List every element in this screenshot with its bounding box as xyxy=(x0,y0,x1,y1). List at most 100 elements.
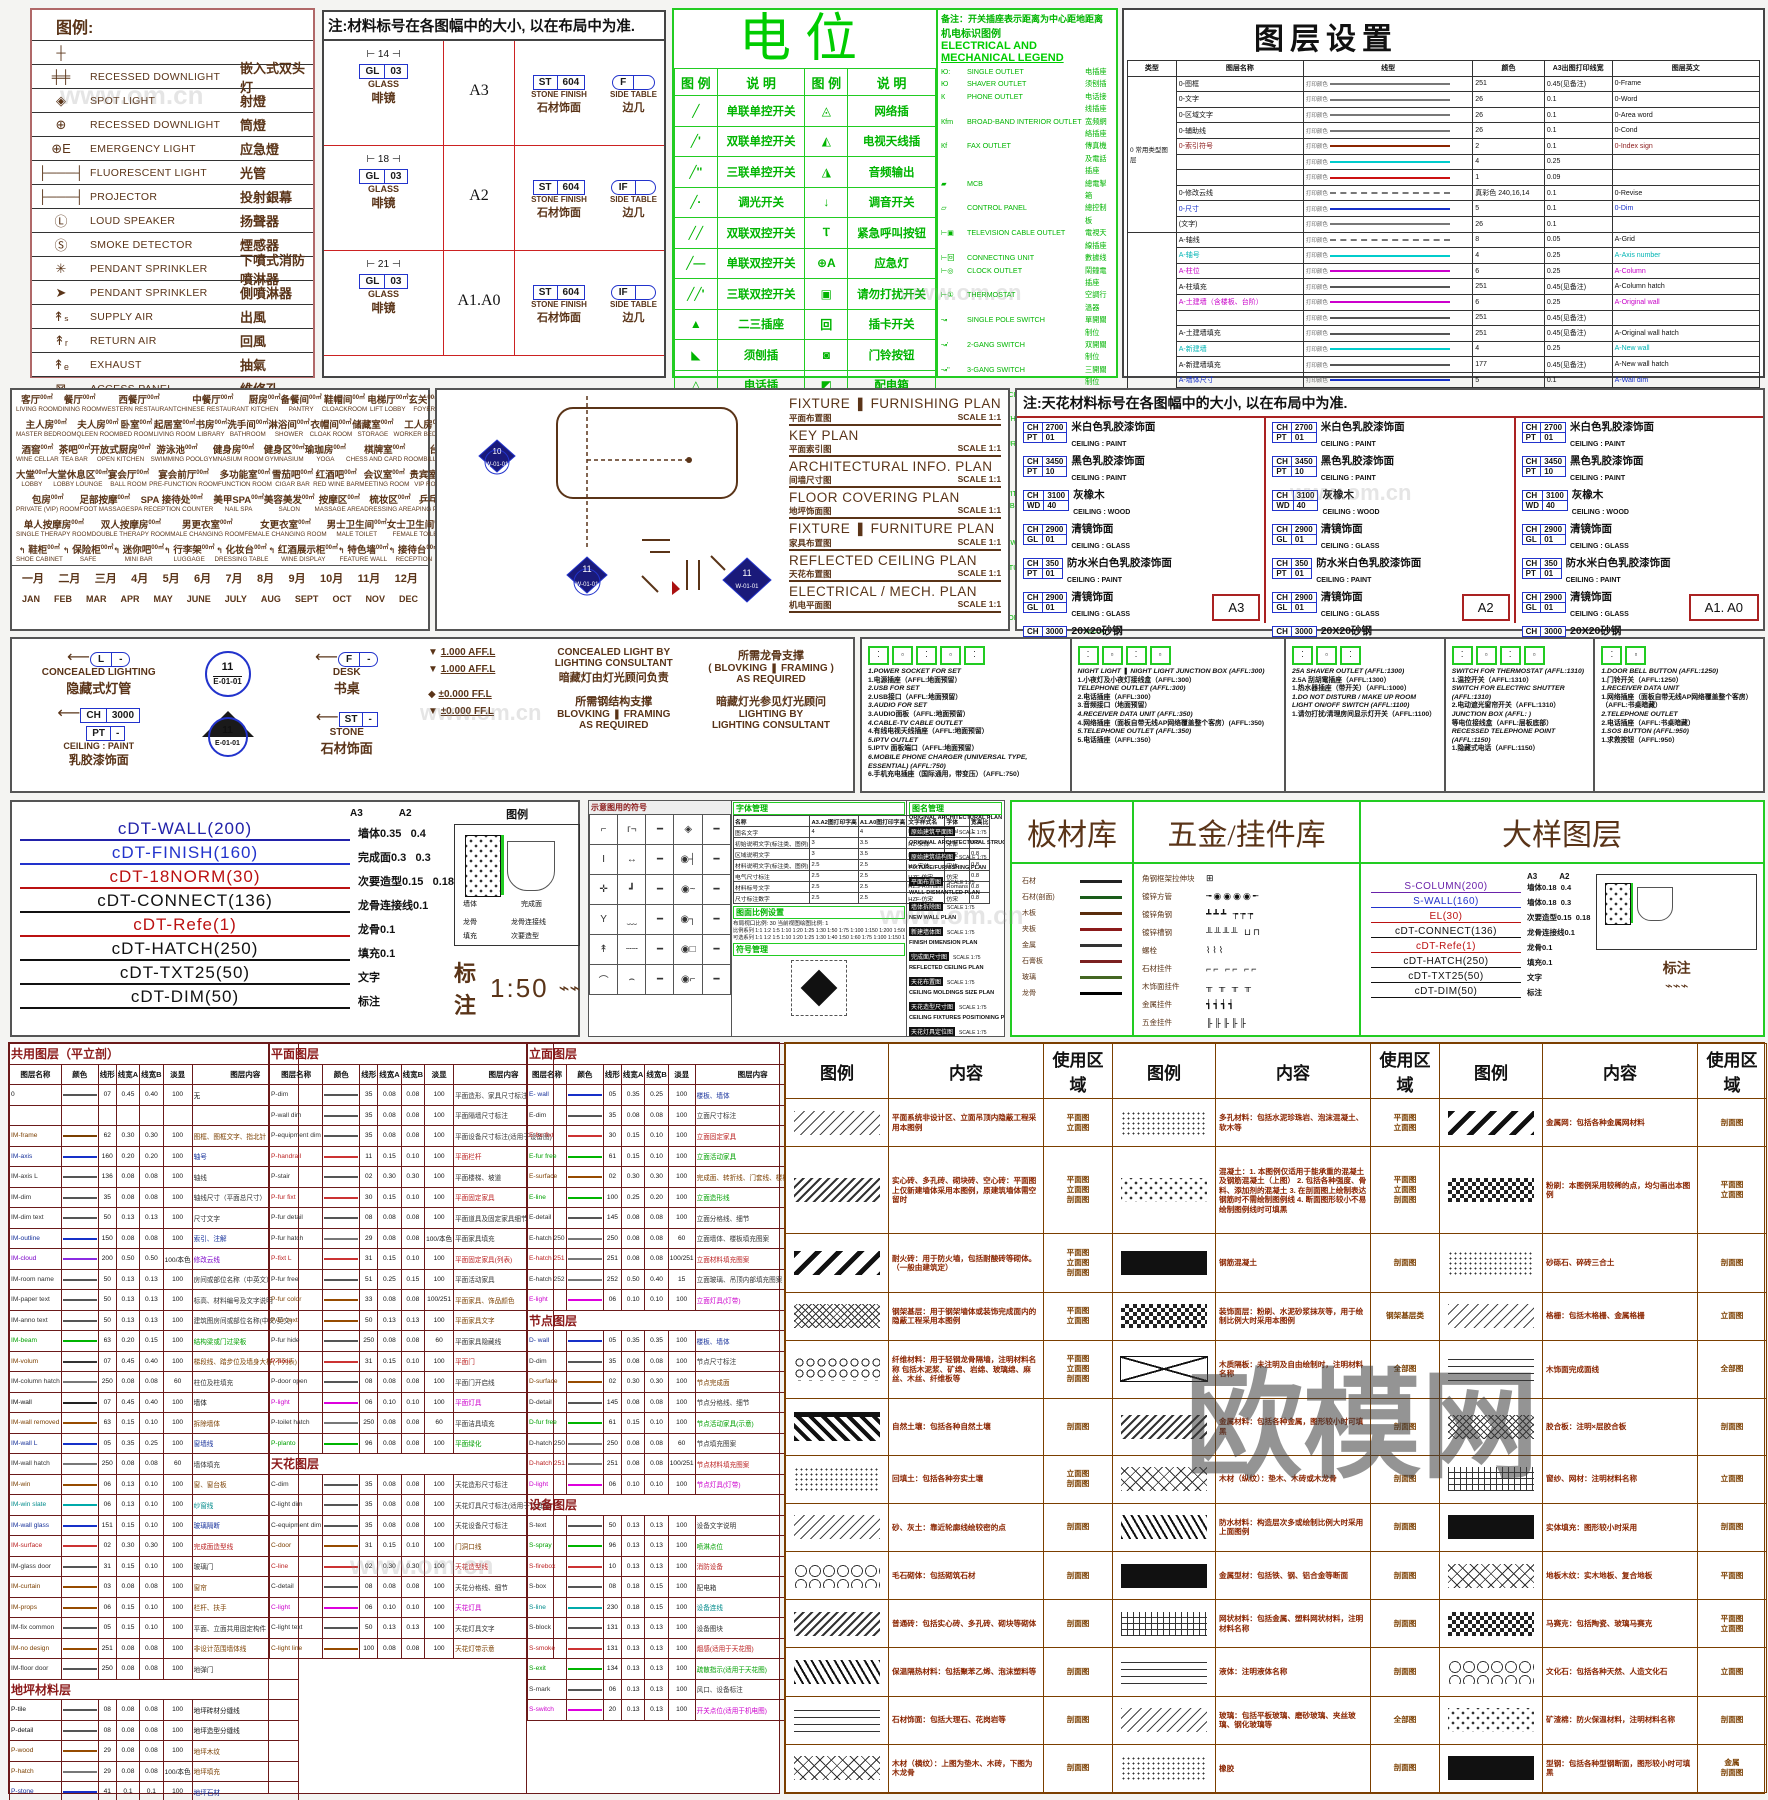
schematic-symbol-icon: ━ xyxy=(645,814,675,845)
switch-symbol-icon: ╱╱' xyxy=(674,278,718,310)
material-row: ⊢ 21 ⊣ GL 03 GLASS 啡镜 A1.A0 ST 604 STONE FINISH 石… xyxy=(324,251,664,356)
socket-subpanel: ⁚ ▫ ⁚ ▫ NIGHT LIGHT ❚ NIGHT LIGHT JUNCTION B… xyxy=(1072,639,1287,791)
legend-label-cn: 射燈 xyxy=(240,94,267,109)
layer-name: IM-beam xyxy=(9,1330,62,1352)
layer-fade xyxy=(162,1104,193,1126)
room-item: 美容美发00㎡ SALON xyxy=(263,494,315,514)
layer-table-row: E-fur fixt 30 0.15 0.10 100 立面固定家具 xyxy=(527,1125,811,1147)
layer-name: C-equipment dim xyxy=(268,1514,324,1536)
layer-color-no: 63 xyxy=(97,1330,117,1352)
layer-color-no: 29 xyxy=(97,1760,117,1782)
hatch-content: 橡胶 xyxy=(1215,1743,1371,1794)
layer-fade: 100 xyxy=(667,1350,696,1372)
hatch-row: 实心砖、多孔砖、砌块砖、空心砖：平面图上仅新建墙体采用本图例，原建筑墙体需空留时… xyxy=(785,1146,1767,1235)
hardware-item: 木饰面挂件 ╥ ╥ ╥ ╥ xyxy=(1142,981,1254,992)
ceiling-item: CH 350 PT 01 防水米白色乳胶漆饰面 CEILING : PAINT xyxy=(1023,558,1258,587)
layer-color-swatch xyxy=(60,1596,99,1618)
hatch-usage: 剖面图 xyxy=(1043,1647,1113,1697)
legend-row: ├───┤ FLUORESCENT LIGHT 光管 xyxy=(32,160,313,184)
hatch-usage: 立面图 xyxy=(1697,1647,1767,1697)
layer-fade: 100 xyxy=(424,1207,455,1229)
layer-color-no: 06 xyxy=(359,1596,379,1618)
room-item: 多功能室00㎡ FUNCTION ROOM xyxy=(218,469,272,489)
layer-name: P-door open xyxy=(268,1371,324,1393)
layer-color-swatch xyxy=(565,1104,604,1126)
layer-name: E-hatch 252 xyxy=(527,1268,567,1290)
schematic-symbol-icon: ━ xyxy=(645,874,675,905)
layer-settings-row: A-柱位 打印颜色 6 0.25 A-Column xyxy=(1128,262,1761,280)
layer-name: P-tile xyxy=(9,1699,62,1721)
room-item: ↰ 行李架00㎡ LUGGAGE xyxy=(163,544,215,564)
layer-color-no: 6 xyxy=(1472,293,1545,311)
layer-color-swatch xyxy=(322,1227,361,1249)
layer-color-swatch xyxy=(565,1391,604,1413)
mech-label-en: FAX OUTLET xyxy=(967,141,1011,151)
layer-lw-a: 0.15 xyxy=(377,1145,402,1167)
socket-icon: ⁚ xyxy=(1601,646,1623,665)
hatch-swatch xyxy=(1121,1467,1207,1492)
layer-fade: 100 xyxy=(424,1309,455,1331)
layer-table-row: S-text 50 0.13 0.13 100 设备文字说明 xyxy=(527,1514,811,1536)
layer-name xyxy=(1175,153,1304,171)
layer-color-no: 50 xyxy=(97,1207,117,1229)
svg-text:11: 11 xyxy=(742,568,751,578)
layer-table-row: P-hatch 29 0.08 0.08 100/本色 地坪填充 xyxy=(9,1760,299,1782)
schematic-symbol-icon: ━ xyxy=(645,964,675,995)
layer-lw-b: 0.10 xyxy=(400,1596,426,1618)
layer-lineweight: 0.25 xyxy=(1543,262,1613,280)
layer-color-swatch xyxy=(565,1166,604,1188)
layer-lw-b: 0.08 xyxy=(139,1740,164,1762)
layer-lw-b: 0.15 xyxy=(139,1330,164,1352)
hatch-row: 石材饰面：包括大理石、花岗岩等 剖面图 玻璃：包括平板玻璃、磨砂玻璃、夹丝玻璃、钢化… xyxy=(785,1695,1767,1745)
font-table-cell: 区域说明文字 xyxy=(732,848,811,860)
layer-lw-a: 0.08 xyxy=(115,1740,141,1762)
mech-label-en: PHONE OUTLET xyxy=(967,91,1023,101)
crosshair-icon: ┼ xyxy=(56,45,66,60)
hatch-swatch xyxy=(1448,1659,1534,1684)
font-table-header: A3.A2图打印字高 xyxy=(809,815,859,827)
layer-color-swatch xyxy=(60,1473,99,1495)
socket-icon: ⁚ xyxy=(916,646,937,665)
layer-table-row: P-door 31 0.15 0.10 100 平面门 xyxy=(268,1350,554,1372)
layer-lw-b: 0.13 xyxy=(644,1637,669,1659)
plan-title: FIXTURE ❚ FURNITURE PLAN 家具布置图 SCALE 1:1 xyxy=(789,521,1002,551)
socket-subpanel: ⁚ ▫ 1.DOOR BELL BUTTON (AFFL:1250) 1.门铃开关（A… xyxy=(1595,639,1763,791)
layer-fade: 60 xyxy=(667,1432,696,1454)
layer-table-row: E- wall 05 0.35 0.25 100 楼板、墙体 xyxy=(527,1084,811,1106)
layer-table-row: E-fur free 61 0.15 0.10 100 立面活动家具 xyxy=(527,1145,811,1167)
layer-color-no: 41 xyxy=(97,1781,117,1800)
layer-color-swatch xyxy=(60,1760,99,1782)
hatch-swatch xyxy=(1121,1756,1207,1781)
hatch-pattern xyxy=(1439,1502,1543,1552)
mech-label-en: MCB xyxy=(967,178,983,188)
layer-name: P-light xyxy=(268,1391,324,1413)
layer-color-swatch xyxy=(565,1248,604,1270)
layer-color-swatch xyxy=(60,1350,99,1372)
layer-color-no: 251 xyxy=(1472,325,1545,342)
hatch-header: 内容 xyxy=(1215,1043,1371,1099)
layer-name: IM-dim xyxy=(9,1186,62,1208)
socket-label-cn: 2.电话插座（AFFL:300） xyxy=(1077,693,1155,701)
legend-row: ┼ xyxy=(32,40,313,64)
layer-lineweight: 0.1 xyxy=(1543,371,1613,389)
stone-tag: ST 604 STONE FINISH 石材饰面 xyxy=(531,179,587,219)
layer-lw-b: 0.13 xyxy=(644,1555,669,1577)
room-item: 主人房00㎡ MASTER BEDROOM xyxy=(16,419,77,439)
schematic-symbol-icon: ┛ xyxy=(617,874,647,905)
hatch-content: 马赛克：包括陶瓷、玻璃马赛克 xyxy=(1542,1599,1698,1649)
mech-label-cn: 單開關制位 xyxy=(1085,315,1107,337)
mech-row: ⊢回 CONNECTING UNIT 數據线 xyxy=(941,252,1113,264)
cdt-layer-name: cDT-CONNECT(136) xyxy=(20,891,350,913)
room-item: 储藏室00㎡ STORAGE xyxy=(352,419,394,439)
schematic-symbol-icon: ━ xyxy=(701,934,732,965)
layer-fade: 60 xyxy=(162,1371,193,1393)
layer-table-row: IM-column hatch 250 0.08 0.08 60 柱位及柱填充 xyxy=(9,1371,299,1393)
layer-lw-b: 0.30 xyxy=(400,1166,426,1188)
socket-icon: ⁚ xyxy=(1340,646,1362,665)
hatch-swatch xyxy=(794,1515,880,1540)
layer-color-swatch xyxy=(60,1699,99,1721)
svg-text:10: 10 xyxy=(493,447,502,456)
hatch-usage: 剖面图 xyxy=(1043,1695,1113,1745)
ceiling-column: CH 2700 PT 01 米白色乳胶漆饰面 CEILING : PAINT CH 3450 P… xyxy=(1017,418,1267,652)
month-cn: 8月 xyxy=(257,573,275,585)
